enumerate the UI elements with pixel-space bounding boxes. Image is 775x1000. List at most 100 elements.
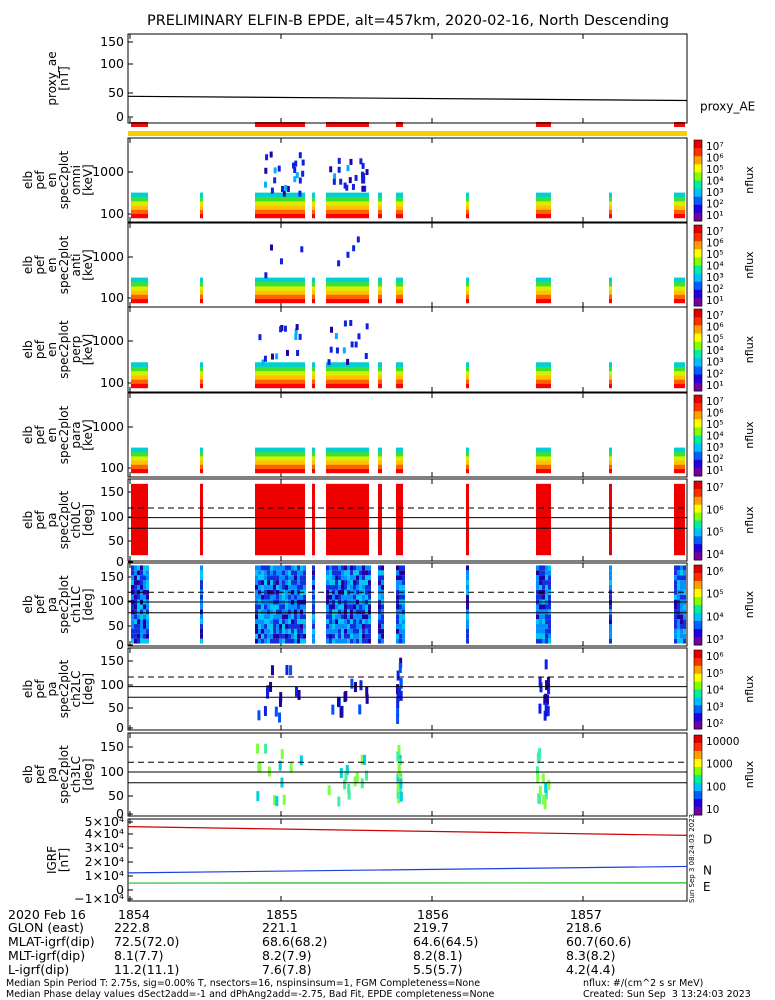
pitch-angle-cell bbox=[402, 628, 405, 634]
pitch-angle-cell bbox=[542, 570, 545, 576]
pitch-angle-cell bbox=[338, 580, 341, 585]
pitch-angle-cell bbox=[466, 614, 469, 620]
pitch-angle-cell bbox=[359, 633, 362, 639]
pitch-angle-cell bbox=[398, 663, 402, 674]
x-axis-row-value: 1856 bbox=[417, 907, 449, 922]
pitch-angle-cell bbox=[344, 690, 348, 701]
spectrogram-cell bbox=[536, 447, 551, 453]
pitch-angle-cell bbox=[326, 483, 369, 556]
pitch-angle-cell bbox=[683, 614, 686, 620]
pitch-angle-cell bbox=[547, 779, 551, 790]
pitch-angle-cell bbox=[402, 575, 405, 581]
pitch-angle-cell bbox=[282, 619, 285, 625]
pitch-angle-cell bbox=[285, 575, 288, 581]
y-tick-label: 100 bbox=[100, 56, 124, 71]
pitch-angle-cell bbox=[200, 633, 203, 639]
pitch-angle-cell bbox=[282, 604, 285, 610]
pitch-angle-cell bbox=[368, 604, 371, 610]
colorbar-tick-label: 10² bbox=[706, 454, 724, 466]
colorbar-segment bbox=[694, 504, 702, 514]
pitch-angle-cell bbox=[270, 609, 273, 615]
pitch-angle-cell bbox=[326, 638, 329, 644]
pitch-angle-cell bbox=[381, 604, 384, 610]
pitch-angle-cell bbox=[300, 594, 303, 600]
colorbar-segment bbox=[694, 435, 702, 445]
pitch-angle-cell bbox=[329, 633, 332, 639]
spectrogram-cell bbox=[396, 277, 403, 283]
y-axis-label-line: ch1LC bbox=[69, 586, 83, 623]
pitch-angle-cell bbox=[297, 609, 300, 615]
pitch-angle-cell bbox=[338, 565, 341, 571]
pitch-angle-cell bbox=[131, 604, 134, 610]
colorbar-title: nflux bbox=[743, 590, 756, 618]
pitch-angle-cell bbox=[200, 580, 203, 585]
pitch-angle-cell bbox=[674, 628, 677, 634]
pitch-angle-cell bbox=[353, 589, 356, 595]
pitch-angle-cell bbox=[545, 565, 548, 571]
colorbar-segment bbox=[694, 751, 702, 760]
pitch-angle-cell bbox=[270, 604, 273, 610]
pitch-angle-cell bbox=[355, 772, 359, 783]
spectrogram-cell bbox=[396, 375, 403, 380]
series-line-proxy_AE bbox=[127, 95, 688, 102]
spectrogram-cell bbox=[536, 277, 551, 283]
spectrogram-cell bbox=[312, 379, 315, 384]
x-axis-row-value: 60.7(60.6) bbox=[566, 934, 632, 949]
panel-9: 5×10⁴4×10⁴3×10⁴2×10⁴1×10⁴0−1×10⁴IGRF[nT]… bbox=[45, 814, 712, 906]
pitch-angle-cell bbox=[365, 609, 368, 615]
y-tick-label: 3×10⁴ bbox=[85, 840, 124, 855]
pitch-angle-cell bbox=[146, 575, 149, 581]
pitch-angle-cell bbox=[140, 614, 143, 620]
pitch-angle-cell bbox=[677, 594, 680, 600]
pitch-angle-cell bbox=[347, 580, 350, 585]
x-axis-row-value: 8.1(7.7) bbox=[114, 948, 164, 963]
colorbar-tick-label: 10⁷ bbox=[706, 310, 724, 322]
pitch-angle-cell bbox=[362, 619, 365, 625]
pitch-angle-cell bbox=[399, 570, 402, 576]
spectrogram-cell bbox=[674, 456, 685, 461]
spectrogram-cell bbox=[378, 366, 382, 372]
pitch-angle-cell bbox=[276, 614, 279, 620]
spectrogram-cell bbox=[378, 456, 382, 461]
spectrogram-cell bbox=[281, 185, 285, 192]
pitch-angle-cell bbox=[674, 614, 677, 620]
pitch-angle-cell bbox=[267, 609, 270, 615]
spectrogram-cell bbox=[674, 451, 685, 457]
pitch-angle-cell bbox=[258, 594, 261, 600]
pitch-angle-cell bbox=[542, 565, 545, 571]
pitch-angle-cell bbox=[396, 483, 403, 556]
x-axis-row-mlt-label: MLT-igrf(dip) bbox=[8, 948, 86, 963]
spectrogram-cell bbox=[279, 326, 283, 333]
spectrogram-cell bbox=[396, 201, 403, 206]
pitch-angle-cell bbox=[378, 633, 381, 639]
pitch-angle-cell bbox=[264, 575, 267, 581]
spectrogram-cell bbox=[378, 294, 382, 300]
pitch-angle-cell bbox=[677, 638, 680, 644]
pitch-angle-cell bbox=[335, 589, 338, 595]
pitch-angle-cell bbox=[291, 575, 294, 581]
spectrogram-cell bbox=[200, 451, 203, 457]
pitch-angle-cell bbox=[680, 575, 683, 581]
spectrogram-cell bbox=[356, 236, 360, 243]
pitch-angle-cell bbox=[134, 628, 137, 634]
spectrogram-cell bbox=[312, 213, 315, 219]
pitch-angle-cell bbox=[674, 633, 677, 639]
pitch-angle-cell bbox=[344, 638, 347, 644]
pitch-angle-cell bbox=[146, 604, 149, 610]
spectrogram-cell bbox=[346, 165, 350, 172]
pitch-angle-cell bbox=[255, 565, 258, 571]
pitch-angle-cell bbox=[291, 628, 294, 634]
pitch-angle-cell bbox=[279, 580, 282, 585]
pitch-angle-cell bbox=[396, 619, 399, 625]
pitch-angle-cell bbox=[381, 565, 384, 571]
colorbar-segment bbox=[694, 281, 702, 291]
y-axis-label-line: omni bbox=[69, 165, 83, 195]
pitch-angle-cell bbox=[545, 624, 548, 629]
colorbar-segment bbox=[694, 681, 702, 690]
pitch-angle-cell bbox=[350, 628, 353, 634]
spectrogram-cell bbox=[333, 173, 337, 180]
spectrogram-cell bbox=[466, 383, 469, 389]
